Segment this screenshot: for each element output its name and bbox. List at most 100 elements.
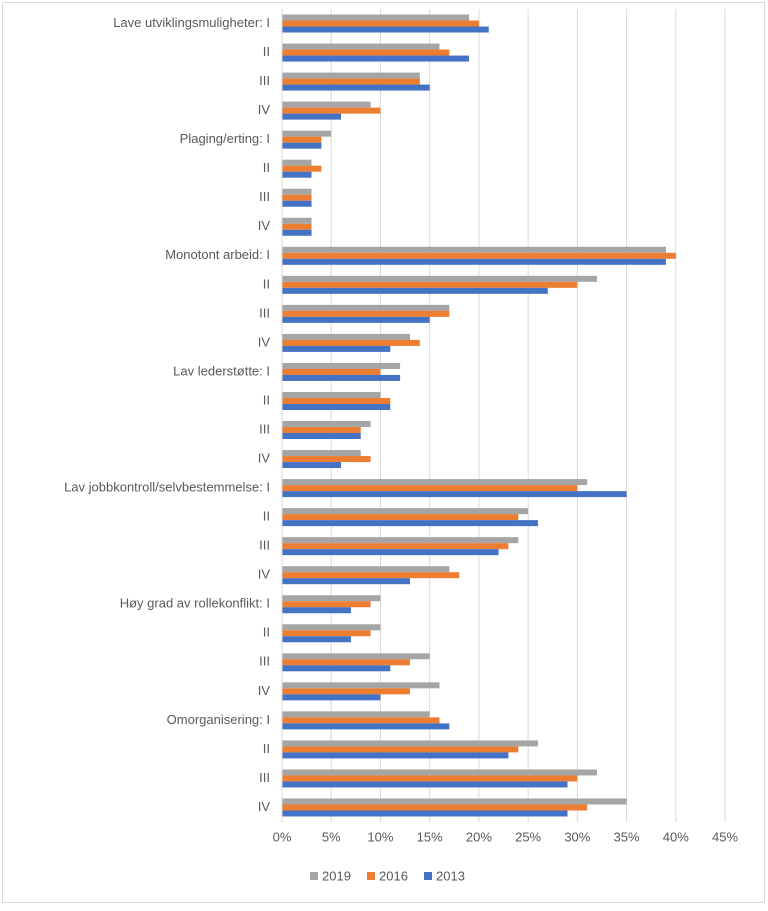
y-tick-label: III xyxy=(259,770,270,785)
x-tick-label: 15% xyxy=(417,829,443,844)
bar xyxy=(282,287,548,294)
bar xyxy=(282,456,371,463)
bar xyxy=(282,20,479,27)
y-tick-label: II xyxy=(263,276,270,291)
bar xyxy=(282,810,568,817)
y-tick-label: Omorganisering: I xyxy=(167,712,270,727)
y-tick-label: II xyxy=(263,625,270,640)
bar xyxy=(282,491,627,498)
bar xyxy=(282,601,371,608)
y-tick-label: II xyxy=(263,392,270,407)
bar xyxy=(282,543,509,550)
bar xyxy=(282,804,588,811)
bar xyxy=(282,43,440,50)
bar xyxy=(282,217,312,224)
x-tick-label: 10% xyxy=(367,829,393,844)
legend-swatch xyxy=(367,872,375,880)
y-tick-label: II xyxy=(263,741,270,756)
bar xyxy=(282,362,401,369)
bar xyxy=(282,200,312,207)
y-tick-label: IV xyxy=(258,334,271,349)
bar xyxy=(282,194,312,201)
bar xyxy=(282,653,430,660)
bar xyxy=(282,752,509,759)
bar xyxy=(282,107,381,114)
bar xyxy=(282,333,410,340)
y-tick-label: III xyxy=(259,421,270,436)
bar xyxy=(282,391,381,398)
bar xyxy=(282,258,666,265)
bar xyxy=(282,223,312,230)
y-tick-label: III xyxy=(259,189,270,204)
bar xyxy=(282,566,450,573)
bar xyxy=(282,740,538,747)
bar xyxy=(282,403,391,410)
y-tick-label: IV xyxy=(258,567,271,582)
bar xyxy=(282,310,450,317)
y-tick-label: II xyxy=(263,44,270,59)
bar xyxy=(282,450,361,457)
y-tick-label: III xyxy=(259,538,270,553)
y-tick-label: III xyxy=(259,73,270,88)
bar xyxy=(282,316,430,323)
bar xyxy=(282,682,440,689)
x-tick-label: 20% xyxy=(466,829,492,844)
bar xyxy=(282,427,361,434)
bar xyxy=(282,711,430,718)
bar xyxy=(282,537,519,544)
bar xyxy=(282,26,489,33)
bar xyxy=(282,479,588,486)
bar xyxy=(282,72,420,79)
bar xyxy=(282,339,420,346)
bar xyxy=(282,188,312,195)
bar xyxy=(282,694,381,701)
bar xyxy=(282,246,666,253)
bar xyxy=(282,78,420,85)
y-tick-label: II xyxy=(263,509,270,524)
bar xyxy=(282,229,312,236)
bar xyxy=(282,578,410,585)
bar xyxy=(282,433,361,440)
bar xyxy=(282,607,351,614)
y-tick-label: Plaging/erting: I xyxy=(180,131,270,146)
bar xyxy=(282,113,342,120)
bar xyxy=(282,665,391,672)
bar xyxy=(282,549,499,556)
y-tick-label: IV xyxy=(258,218,271,233)
bar xyxy=(282,275,598,282)
bar xyxy=(282,159,312,166)
bar xyxy=(282,462,342,469)
y-tick-label: Lave utviklingsmuligheter: I xyxy=(113,15,270,30)
bar xyxy=(282,630,371,637)
bar xyxy=(282,624,381,631)
bar xyxy=(282,345,391,352)
bar xyxy=(282,520,538,527)
bar xyxy=(282,101,371,108)
y-tick-label: III xyxy=(259,305,270,320)
y-tick-label: III xyxy=(259,654,270,669)
legend-label: 2016 xyxy=(379,868,408,883)
bar xyxy=(282,798,627,805)
bar xyxy=(282,281,578,288)
bar xyxy=(282,49,450,56)
bar xyxy=(282,485,578,492)
bar xyxy=(282,171,312,178)
legend-swatch xyxy=(310,872,318,880)
bar xyxy=(282,136,322,143)
bar xyxy=(282,723,450,730)
legend-swatch xyxy=(424,872,432,880)
x-tick-label: 40% xyxy=(663,829,689,844)
y-tick-label: Lav lederstøtte: I xyxy=(173,363,270,378)
y-tick-label: Lav jobbkontroll/selvbestemmelse: I xyxy=(64,480,270,495)
bar xyxy=(282,142,322,149)
bar xyxy=(282,746,519,753)
bar xyxy=(282,775,578,782)
bar xyxy=(282,397,391,404)
bar xyxy=(282,14,470,21)
x-tick-label: 30% xyxy=(564,829,590,844)
bar xyxy=(282,130,332,137)
x-tick-label: 35% xyxy=(614,829,640,844)
bar xyxy=(282,769,598,776)
